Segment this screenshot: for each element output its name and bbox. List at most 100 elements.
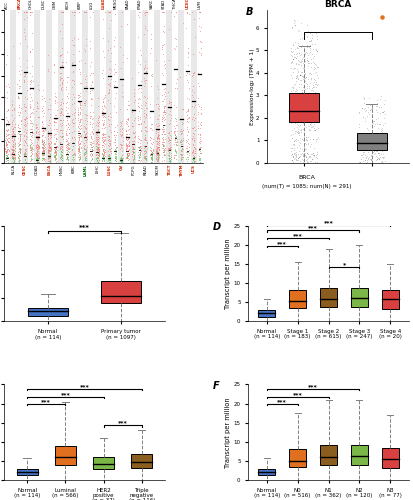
Point [15,154,21,162]
Point [57,8,64,16]
Point [295,156,301,164]
Point [147,34,154,42]
Point [123,150,130,158]
Point [51,148,58,156]
Point [311,100,318,108]
Point [159,138,166,146]
Point [172,140,179,148]
Point [99,142,105,150]
Point [310,114,317,122]
Point [52,144,59,152]
Point [374,153,381,161]
Point [309,118,316,126]
Point [8,133,15,141]
Point [136,120,142,128]
Point [304,157,311,165]
Point [309,104,316,112]
Point [309,98,316,106]
Point [107,72,114,80]
Point [52,96,58,104]
Point [291,114,298,122]
Point [166,139,172,147]
Point [296,122,302,130]
Point [22,36,29,44]
Point [302,90,309,98]
Point [71,80,78,88]
Point [57,105,63,113]
Point [147,151,154,159]
Point [119,128,126,136]
Point [129,143,136,151]
Point [112,147,119,155]
Point [374,135,380,143]
Point [45,153,52,161]
Point [52,145,59,153]
Point [28,146,35,154]
Point [27,80,34,88]
Point [58,148,65,156]
Point [95,150,102,158]
Point [308,59,314,67]
Point [57,76,63,84]
Point [4,88,10,96]
Point [83,8,90,16]
Point [142,123,149,131]
Point [16,145,23,153]
Point [83,41,89,49]
Point [298,135,305,143]
Point [123,140,129,148]
Point [75,91,81,99]
Point [298,44,304,52]
Point [64,152,71,160]
Point [161,22,167,30]
Point [64,156,71,164]
Point [301,111,307,119]
Point [123,144,130,152]
Point [302,98,309,106]
Point [119,158,126,166]
Point [306,69,312,77]
Point [17,70,23,78]
Point [28,143,35,151]
Point [303,140,309,148]
Point [52,155,59,163]
Point [305,158,311,166]
Point [291,18,298,25]
Point [137,94,143,102]
Point [156,136,162,144]
Point [93,134,100,141]
Point [131,98,137,106]
Point [5,154,11,162]
Point [40,106,46,114]
Point [47,152,53,160]
Point [34,128,41,136]
Point [311,98,317,106]
Point [33,144,39,152]
Point [359,134,366,142]
Point [102,112,108,120]
Point [17,117,24,125]
Point [153,148,159,156]
Point [106,86,113,94]
Point [9,146,15,154]
Point [123,120,130,128]
Point [161,95,167,103]
Point [160,98,166,106]
Point [33,132,40,140]
Point [88,100,94,108]
Point [313,62,320,70]
Point [380,150,386,158]
Point [105,88,112,96]
Point [306,49,312,57]
Point [308,91,314,99]
Point [27,141,33,149]
Point [301,99,307,107]
Point [39,138,45,146]
Point [358,138,365,145]
Point [59,106,65,114]
Point [65,108,71,116]
Point [11,149,17,157]
Point [5,118,11,126]
Point [76,148,82,156]
Point [88,132,94,140]
